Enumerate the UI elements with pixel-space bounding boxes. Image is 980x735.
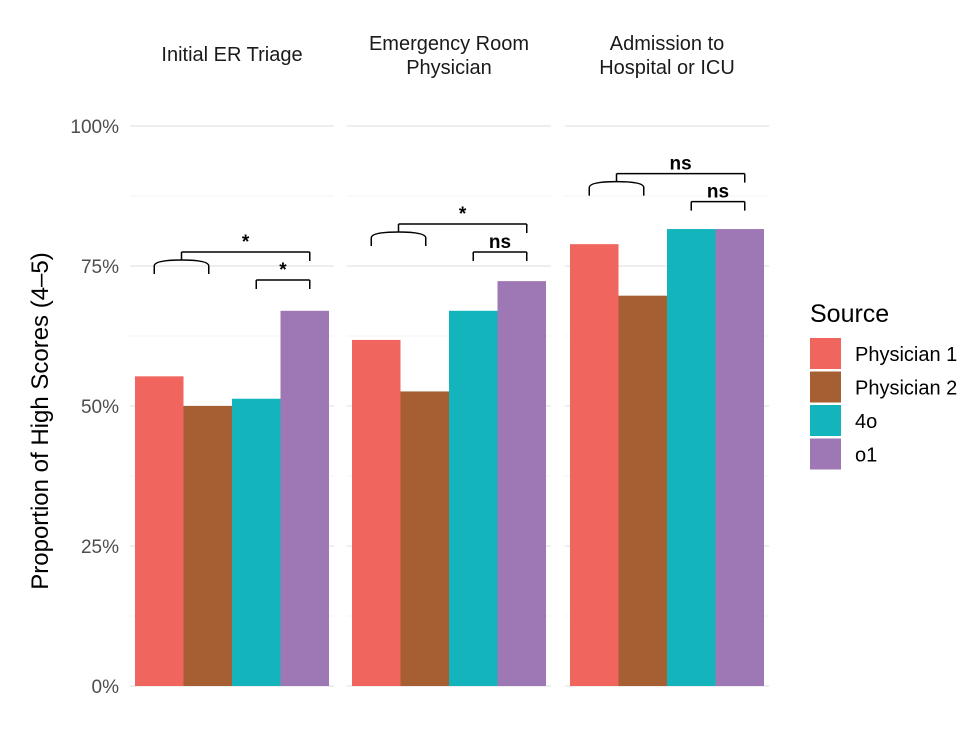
bar-0-3 — [280, 310, 329, 686]
bar-0-0 — [135, 376, 184, 686]
group-brace — [588, 180, 645, 196]
y-tick-label: 0% — [92, 677, 120, 698]
legend-label: Physician 2 — [855, 378, 957, 400]
bar-2-3 — [715, 229, 764, 687]
significance-label: * — [459, 204, 467, 225]
bar-1-3 — [497, 281, 546, 686]
y-axis-title: Proportion of High Scores (4–5) — [27, 252, 54, 590]
facet-title: Hospital or ICU — [599, 57, 735, 79]
significance-label: * — [242, 232, 250, 253]
bar-0-2 — [232, 398, 281, 686]
group-brace — [153, 259, 210, 274]
bar-1-0 — [352, 339, 401, 686]
legend-swatch-2 — [810, 405, 841, 436]
bar-2-2 — [667, 229, 716, 687]
facet-title: Emergency Room — [369, 33, 529, 55]
y-tick-label: 50% — [81, 397, 119, 418]
y-tick-label: 100% — [70, 117, 119, 138]
legend-label: 4o — [855, 411, 877, 433]
significance-label: ns — [670, 154, 692, 175]
bar-1-2 — [449, 310, 498, 686]
facet-title: Admission to — [610, 33, 725, 55]
bar-2-0 — [570, 244, 619, 686]
legend-label: o1 — [855, 445, 877, 467]
significance-label: ns — [489, 232, 511, 253]
significance-label: ns — [707, 182, 729, 203]
legend-swatch-1 — [810, 371, 841, 403]
y-tick-label: 75% — [81, 257, 119, 278]
facet-title: Physician — [406, 57, 492, 79]
legend-label: Physician 1 — [855, 344, 957, 366]
bar-0-1 — [183, 406, 232, 686]
significance-label: * — [279, 260, 287, 281]
legend-swatch-3 — [810, 438, 841, 470]
bar-2-1 — [618, 295, 667, 686]
facet-title: Initial ER Triage — [161, 44, 302, 66]
legend-title: Source — [810, 300, 889, 328]
y-tick-label: 25% — [81, 537, 119, 558]
group-brace — [370, 231, 427, 246]
legend-swatch-0 — [810, 338, 841, 369]
bar-1-1 — [400, 391, 449, 686]
